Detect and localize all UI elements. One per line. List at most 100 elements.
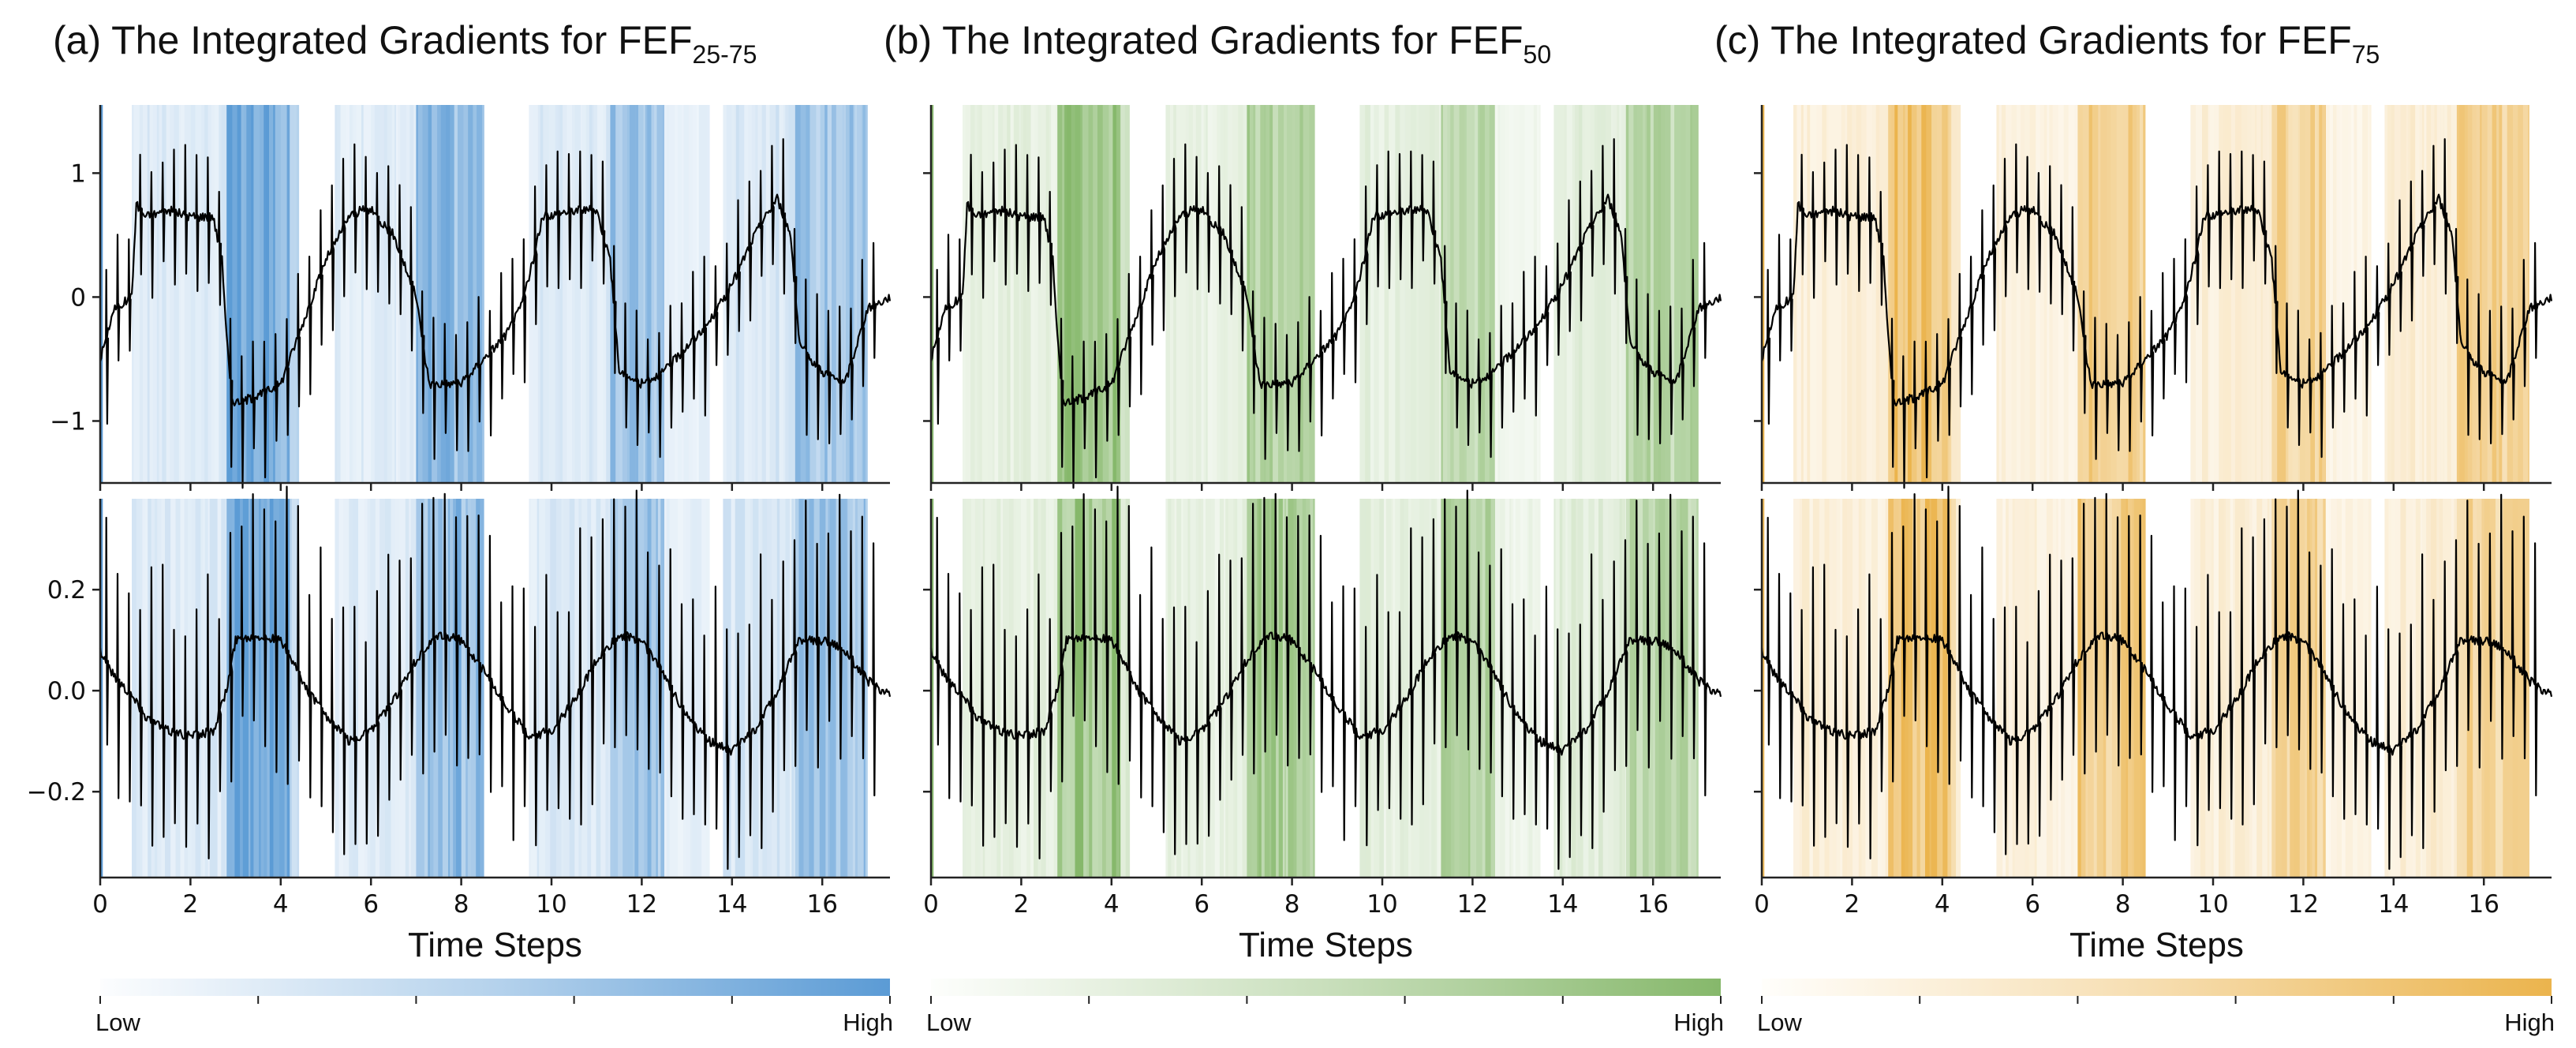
colorbar <box>1762 979 2552 996</box>
attribution-stripe <box>406 105 410 483</box>
attribution-stripe <box>2107 105 2111 483</box>
attribution-stripe <box>2413 499 2417 878</box>
attribution-stripe <box>1793 499 1800 878</box>
attribution-stripe <box>806 105 810 483</box>
attribution-stripe <box>195 105 202 483</box>
attribution-stripe <box>2492 105 2497 483</box>
attribution-stripe <box>166 105 170 483</box>
attribution-band <box>1996 105 2078 483</box>
attribution-stripe <box>454 105 458 483</box>
attribution-stripe <box>1078 499 1084 878</box>
attribution-stripe <box>2047 105 2050 483</box>
attribution-stripe <box>740 499 746 878</box>
attribution-stripe <box>1633 105 1638 483</box>
attribution-stripe <box>1513 105 1520 483</box>
attribution-stripe <box>1956 105 1961 483</box>
attribution-stripe <box>1520 105 1525 483</box>
attribution-stripe <box>1370 105 1374 483</box>
attribution-stripe <box>1257 499 1259 878</box>
attribution-stripe <box>367 499 371 878</box>
x-axis-label: Time Steps <box>1239 926 1413 964</box>
attribution-stripe <box>537 105 541 483</box>
attribution-band <box>931 499 934 878</box>
attribution-stripe <box>2305 499 2308 878</box>
attribution-stripe <box>580 105 583 483</box>
x-axis-label: Time Steps <box>2069 926 2244 964</box>
attribution-stripe <box>682 499 686 878</box>
attribution-stripe <box>2454 499 2458 878</box>
attribution-band <box>226 105 290 483</box>
attribution-stripe <box>862 105 866 483</box>
attribution-stripe <box>832 105 837 483</box>
attribution-stripe <box>1313 499 1315 878</box>
attribution-stripe <box>1920 499 1926 878</box>
attribution-stripe <box>2196 105 2203 483</box>
attribution-stripe <box>336 105 341 483</box>
attribution-stripe <box>269 499 274 878</box>
attribution-stripe <box>537 499 540 878</box>
attribution-stripe <box>147 105 150 483</box>
attribution-stripe <box>589 105 593 483</box>
attribution-stripe <box>2061 499 2066 878</box>
attribution-stripe <box>2282 499 2288 878</box>
attribution-stripe <box>2288 105 2293 483</box>
attribution-stripe <box>2008 499 2013 878</box>
attribution-stripe <box>383 105 387 483</box>
attribution-stripe <box>2233 499 2236 878</box>
attribution-stripe <box>175 499 181 878</box>
attribution-stripe <box>1232 105 1239 483</box>
attribution-stripe <box>819 499 826 878</box>
attribution-stripe <box>638 499 645 878</box>
attribution-stripe <box>151 499 155 878</box>
attribution-stripe <box>473 105 477 483</box>
attribution-stripe <box>853 105 856 483</box>
attribution-stripe <box>1258 499 1262 878</box>
attribution-stripe <box>706 499 710 878</box>
attribution-stripe <box>353 105 357 483</box>
attribution-stripe <box>2305 105 2311 483</box>
attribution-stripe <box>825 499 828 878</box>
attribution-stripe <box>1505 105 1510 483</box>
attribution-stripe <box>1475 105 1479 483</box>
x-tick-label: 14 <box>2378 890 2409 919</box>
attribution-stripe <box>2424 105 2427 483</box>
x-tick-label: 14 <box>716 890 747 919</box>
attribution-stripe <box>1411 499 1415 878</box>
attribution-stripe <box>1170 105 1174 483</box>
attribution-stripe <box>1238 105 1243 483</box>
attribution-stripe <box>265 105 270 483</box>
attribution-stripe <box>2096 499 2104 878</box>
attribution-stripe <box>660 499 664 878</box>
attribution-stripe <box>1793 105 1797 483</box>
attribution-stripe <box>1654 499 1659 878</box>
attribution-stripe <box>2255 105 2257 483</box>
attribution-stripe <box>755 105 758 483</box>
attribution-stripe <box>1045 105 1050 483</box>
attribution-stripe <box>1891 105 1895 483</box>
attribution-stripe <box>1120 499 1126 878</box>
attribution-stripe <box>651 105 655 483</box>
attribution-stripe <box>1466 105 1473 483</box>
attribution-stripe <box>358 499 364 878</box>
attribution-band <box>335 105 417 483</box>
attribution-stripe <box>1008 499 1014 878</box>
attribution-stripe <box>1041 499 1045 878</box>
attribution-stripe <box>2481 499 2485 878</box>
x-tick-label: 16 <box>1637 890 1668 919</box>
attribution-stripe <box>424 499 428 878</box>
attribution-stripe <box>2348 105 2352 483</box>
attribution-stripe <box>2043 105 2047 483</box>
attribution-stripe <box>1658 105 1662 483</box>
attribution-stripe <box>2336 499 2342 878</box>
attribution-stripe <box>1250 105 1254 483</box>
attribution-stripe <box>662 105 665 483</box>
attribution-stripe <box>1176 499 1182 878</box>
attribution-stripe <box>627 105 630 483</box>
attribution-stripe <box>2082 105 2089 483</box>
attribution-stripe <box>574 499 579 878</box>
attribution-band <box>963 105 1058 483</box>
signal-line <box>1760 485 2553 870</box>
attribution-stripe <box>2136 105 2140 483</box>
attribution-stripe <box>1520 499 1524 878</box>
attribution-stripe <box>2012 499 2016 878</box>
